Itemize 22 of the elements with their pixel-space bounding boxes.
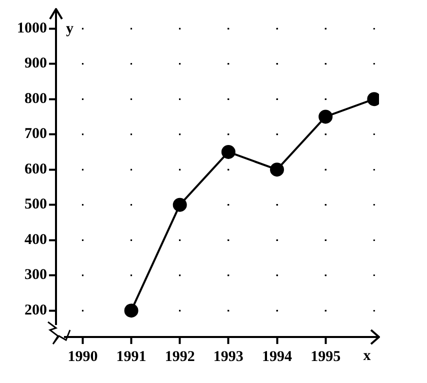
point	[270, 162, 284, 177]
y-tick-label: 1000	[17, 20, 47, 36]
y-tick-label: 400	[24, 232, 47, 248]
point	[172, 198, 187, 212]
x-tick-label: 1995	[310, 348, 341, 365]
point	[318, 110, 333, 124]
point	[221, 144, 236, 159]
y-tick-label: 800	[24, 90, 47, 107]
x-tick-label: 1993	[213, 348, 244, 365]
y-tick-label: 700	[24, 126, 47, 142]
y-tick-label: 600	[24, 161, 47, 178]
x-tick-label: 1992	[164, 348, 195, 365]
x-tick-label: 1991	[116, 348, 146, 365]
x-tick-label: 1990	[68, 348, 98, 365]
y-axis-title: y	[66, 20, 74, 37]
point	[124, 304, 138, 318]
x-axis-title: x	[363, 348, 372, 364]
x-tick-label: 1994	[262, 348, 292, 365]
y-tick-label: 500	[24, 196, 47, 213]
y-tick-label: 300	[24, 267, 47, 284]
y-tick-label: 200	[24, 302, 47, 318]
y-tick-label: 900	[24, 56, 47, 72]
